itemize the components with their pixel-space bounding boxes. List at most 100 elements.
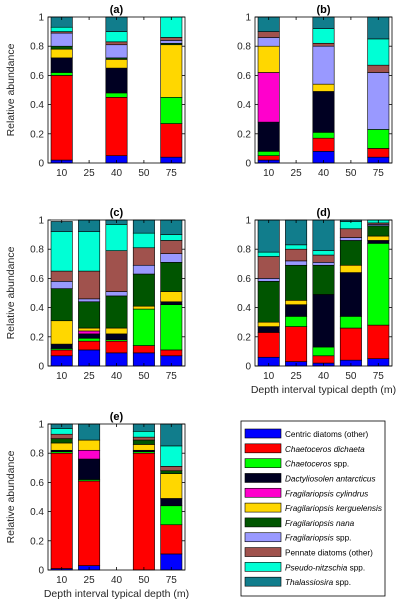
bar-segment [160,37,183,41]
bar-segment [105,41,128,46]
bar-segment [312,262,335,266]
bar-segment [50,428,73,435]
bar-segment [257,37,280,47]
bar-segment [105,97,128,157]
legend-swatch [244,532,282,543]
bar-segment [50,281,73,289]
bar-segment [78,449,101,460]
x-tick-label: 75 [373,371,385,382]
bar-segment [50,320,73,345]
bar-segment [105,340,128,354]
x-tick-label: 50 [138,168,150,179]
bar-segment [78,458,101,480]
bar-segment [105,67,128,94]
bar-segment [257,121,280,152]
bar-segment [339,316,362,329]
x-axis-label: Depth interval typical depth (m) [251,384,396,396]
y-tick-label: 0.6 [30,478,44,489]
bar-segment [105,224,128,251]
bar-segment [257,151,280,157]
y-tick-label: 0.2 [30,129,44,140]
x-tick-label: 25 [84,575,96,586]
bar-segment [312,254,335,263]
x-tick-label: 40 [111,168,123,179]
bar-segment [285,299,308,305]
bar-segment [50,26,73,32]
x-tick-label: 25 [84,168,96,179]
legend-swatch [244,473,282,483]
y-tick-label: 1 [38,13,44,24]
bar-segment [367,148,390,158]
y-axis-label: Relative abundance [5,450,17,543]
bar-segment [50,32,73,47]
bar-segment [312,132,335,139]
bar-segment [367,235,390,241]
bar-segment [312,83,335,92]
legend-swatch [244,428,282,439]
bar-segment [132,232,155,249]
bar-segment [160,123,183,158]
bar-segment [312,137,335,152]
bar-segment [78,231,101,272]
bar-segment [285,304,308,317]
y-tick-label: 0 [38,362,44,373]
legend-swatch [244,562,282,572]
bar-segment [78,439,101,451]
bar-segment [105,291,128,297]
bar-segment [50,433,73,439]
legend-item-label: Chaetoceros dichaeta [285,445,365,454]
bar-segment [285,248,308,262]
bar-segment [367,129,390,149]
bar-segment [160,349,183,357]
bar-segment [257,321,280,327]
bar-segment [312,294,335,348]
bar-segment [105,333,128,341]
y-tick-label: 1 [245,216,251,227]
bar-segment [312,28,335,44]
bar-segment [50,57,73,73]
y-axis-label: Relative abundance [5,246,17,339]
bar-segment [257,31,280,38]
bar-segment [339,264,362,273]
bar-segment [312,264,335,295]
x-tick-label: 10 [263,168,275,179]
x-tick-label: 40 [111,575,123,586]
x-tick-label: 75 [166,575,178,586]
bar-segment [160,498,183,507]
x-tick-label: 10 [56,168,68,179]
x-tick-label: 75 [373,168,385,179]
bar-segment [339,237,362,241]
bar-segment [132,305,155,310]
bar-segment [160,304,183,351]
bar-segment [78,327,101,332]
chart-title: (a) [110,4,124,16]
bar-segment [132,439,155,445]
bar-segment [339,240,362,266]
bar-segment [78,298,101,303]
bar-segment [132,436,155,441]
bar-segment [367,240,390,244]
bar-segment [160,240,183,254]
bar-segment [132,444,155,451]
bar-segment [50,343,73,349]
bar-segment [50,288,73,322]
legend-item-label: Fragilariopsis cylindrus [285,489,368,498]
y-tick-label: 0 [38,566,44,577]
x-tick-label: 40 [318,168,330,179]
x-tick-label: 50 [138,371,150,382]
x-axis-label: Depth interval typical depth (m) [44,588,189,600]
y-tick-label: 0.8 [237,245,251,256]
bar-segment [312,42,335,47]
bar-segment [132,264,155,275]
bar-segment [132,452,155,571]
bar-segment [312,45,335,85]
bar-segment [132,247,155,266]
bar-segment [160,423,183,447]
bar-segment [367,72,390,130]
bar-segment [50,442,73,451]
bar-segment [50,231,73,272]
bar-segment [312,91,335,133]
legend-item-label: Fragilariopsis spp. [285,534,351,543]
y-tick-label: 0 [38,159,44,170]
x-tick-label: 75 [166,168,178,179]
